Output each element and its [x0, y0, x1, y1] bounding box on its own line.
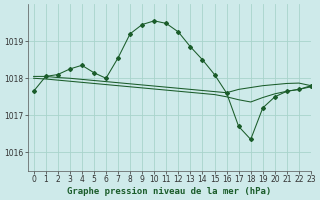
X-axis label: Graphe pression niveau de la mer (hPa): Graphe pression niveau de la mer (hPa) [67, 187, 271, 196]
